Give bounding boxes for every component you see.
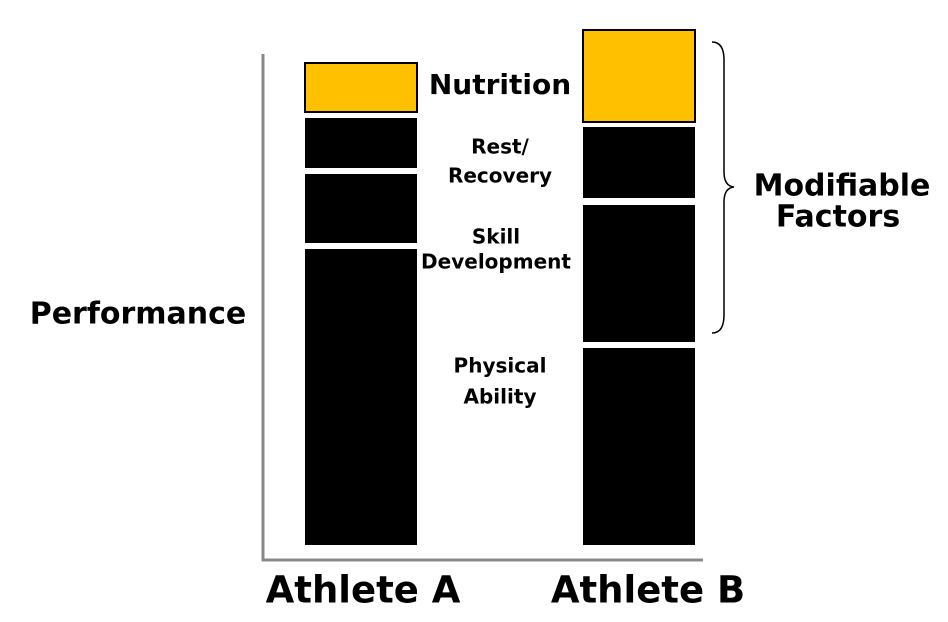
segment-physical	[305, 249, 417, 545]
segment-physical	[583, 348, 695, 545]
factor-label: Nutrition	[429, 68, 571, 101]
factor-label: Ability	[464, 385, 537, 409]
athlete-label: Athlete A	[266, 569, 461, 612]
group-label: Modifiable	[754, 169, 931, 204]
brace	[711, 41, 735, 334]
athlete-label: Athlete B	[551, 569, 745, 612]
segment-nutrition	[304, 62, 418, 113]
bar-athlete-b	[582, 29, 696, 545]
segment-rest	[583, 127, 695, 198]
factor-label: Rest/	[471, 135, 529, 159]
segment-nutrition	[582, 29, 696, 123]
y-axis-label: Performance	[30, 297, 247, 332]
segment-skill	[305, 174, 417, 243]
segment-skill	[583, 205, 695, 342]
segment-rest	[305, 118, 417, 168]
factor-label: Skill	[472, 225, 520, 249]
factor-label: Recovery	[448, 164, 552, 188]
group-label: Factors	[776, 200, 900, 235]
factor-label: Physical	[454, 354, 547, 378]
factor-label: Development	[421, 250, 571, 274]
bar-athlete-a	[304, 62, 418, 545]
